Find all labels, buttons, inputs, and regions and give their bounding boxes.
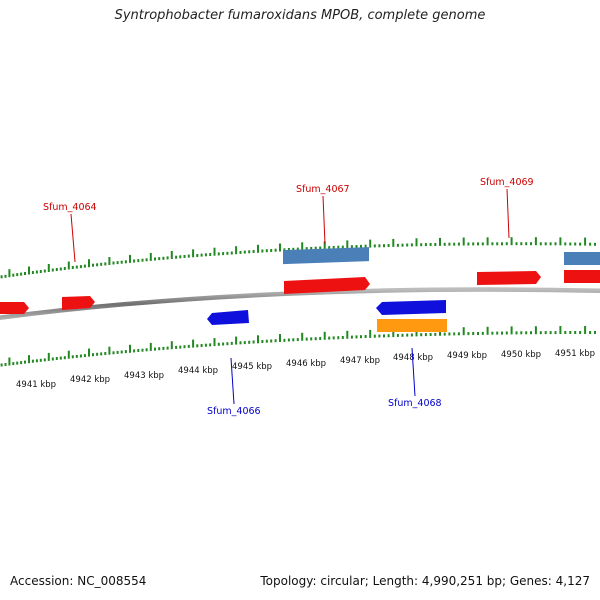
forward-gene[interactable] (0, 302, 29, 314)
feature-track (0, 247, 600, 332)
scale-label: 4941 kbp (16, 380, 56, 390)
gene-label-text: Sfum_4068 (388, 398, 442, 409)
scale-label: 4951 kbp (555, 349, 595, 359)
gene-label-text: Sfum_4067 (296, 184, 350, 195)
accession-text: Accession: NC_008554 (10, 574, 147, 588)
blue-feature[interactable] (283, 247, 369, 265)
reverse-gene-sfum-4066[interactable] (207, 310, 249, 325)
lower-tick-track (0, 326, 596, 367)
forward-gene-sfum-4069[interactable] (477, 271, 541, 285)
genome-backbone (0, 287, 600, 320)
orange-feature[interactable] (377, 319, 447, 332)
gene-label-sfum-4067[interactable]: Sfum_4067 (296, 184, 350, 245)
scale-label: 4947 kbp (340, 356, 380, 366)
gene-label-sfum-4066[interactable]: Sfum_4066 (207, 357, 261, 417)
forward-gene-sfum-4067[interactable] (284, 277, 370, 294)
scale-labels: 4941 kbp 4942 kbp 4943 kbp 4944 kbp 4945… (16, 349, 595, 390)
scale-label: 4949 kbp (447, 351, 487, 361)
scale-label: 4945 kbp (232, 362, 272, 372)
gene-label-sfum-4064[interactable]: Sfum_4064 (43, 202, 97, 263)
scale-label: 4943 kbp (124, 371, 164, 381)
scale-label: 4946 kbp (286, 359, 326, 369)
genome-title: Syntrophobacter fumaroxidans MPOB, compl… (114, 8, 486, 23)
forward-gene[interactable] (564, 270, 600, 283)
scale-label: 4942 kbp (70, 375, 110, 385)
topology-text: Topology: circular; Length: 4,990,251 bp… (260, 574, 590, 588)
scale-label: 4944 kbp (178, 366, 218, 376)
gene-label-text: Sfum_4066 (207, 406, 261, 417)
gene-label-sfum-4068[interactable]: Sfum_4068 (388, 347, 442, 409)
reverse-gene-sfum-4068[interactable] (376, 300, 446, 315)
forward-gene[interactable] (62, 296, 95, 310)
blue-feature[interactable] (564, 252, 600, 265)
gene-label-sfum-4069[interactable]: Sfum_4069 (480, 177, 534, 239)
scale-label: 4950 kbp (501, 350, 541, 360)
gene-label-text: Sfum_4069 (480, 177, 534, 188)
gene-label-text: Sfum_4064 (43, 202, 97, 213)
